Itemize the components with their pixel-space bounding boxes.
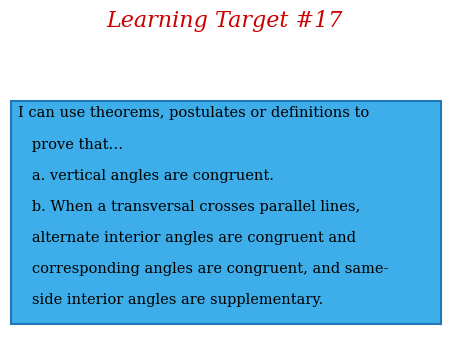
Text: Learning Target #17: Learning Target #17: [107, 10, 343, 32]
Text: b. When a transversal crosses parallel lines,: b. When a transversal crosses parallel l…: [18, 200, 360, 214]
Text: I can use theorems, postulates or definitions to: I can use theorems, postulates or defini…: [18, 106, 369, 120]
Text: side interior angles are supplementary.: side interior angles are supplementary.: [18, 293, 323, 307]
Text: alternate interior angles are congruent and: alternate interior angles are congruent …: [18, 231, 356, 245]
Text: a. vertical angles are congruent.: a. vertical angles are congruent.: [18, 169, 274, 183]
Text: prove that…: prove that…: [18, 138, 123, 151]
Text: corresponding angles are congruent, and same-: corresponding angles are congruent, and …: [18, 262, 388, 276]
FancyBboxPatch shape: [11, 101, 441, 324]
